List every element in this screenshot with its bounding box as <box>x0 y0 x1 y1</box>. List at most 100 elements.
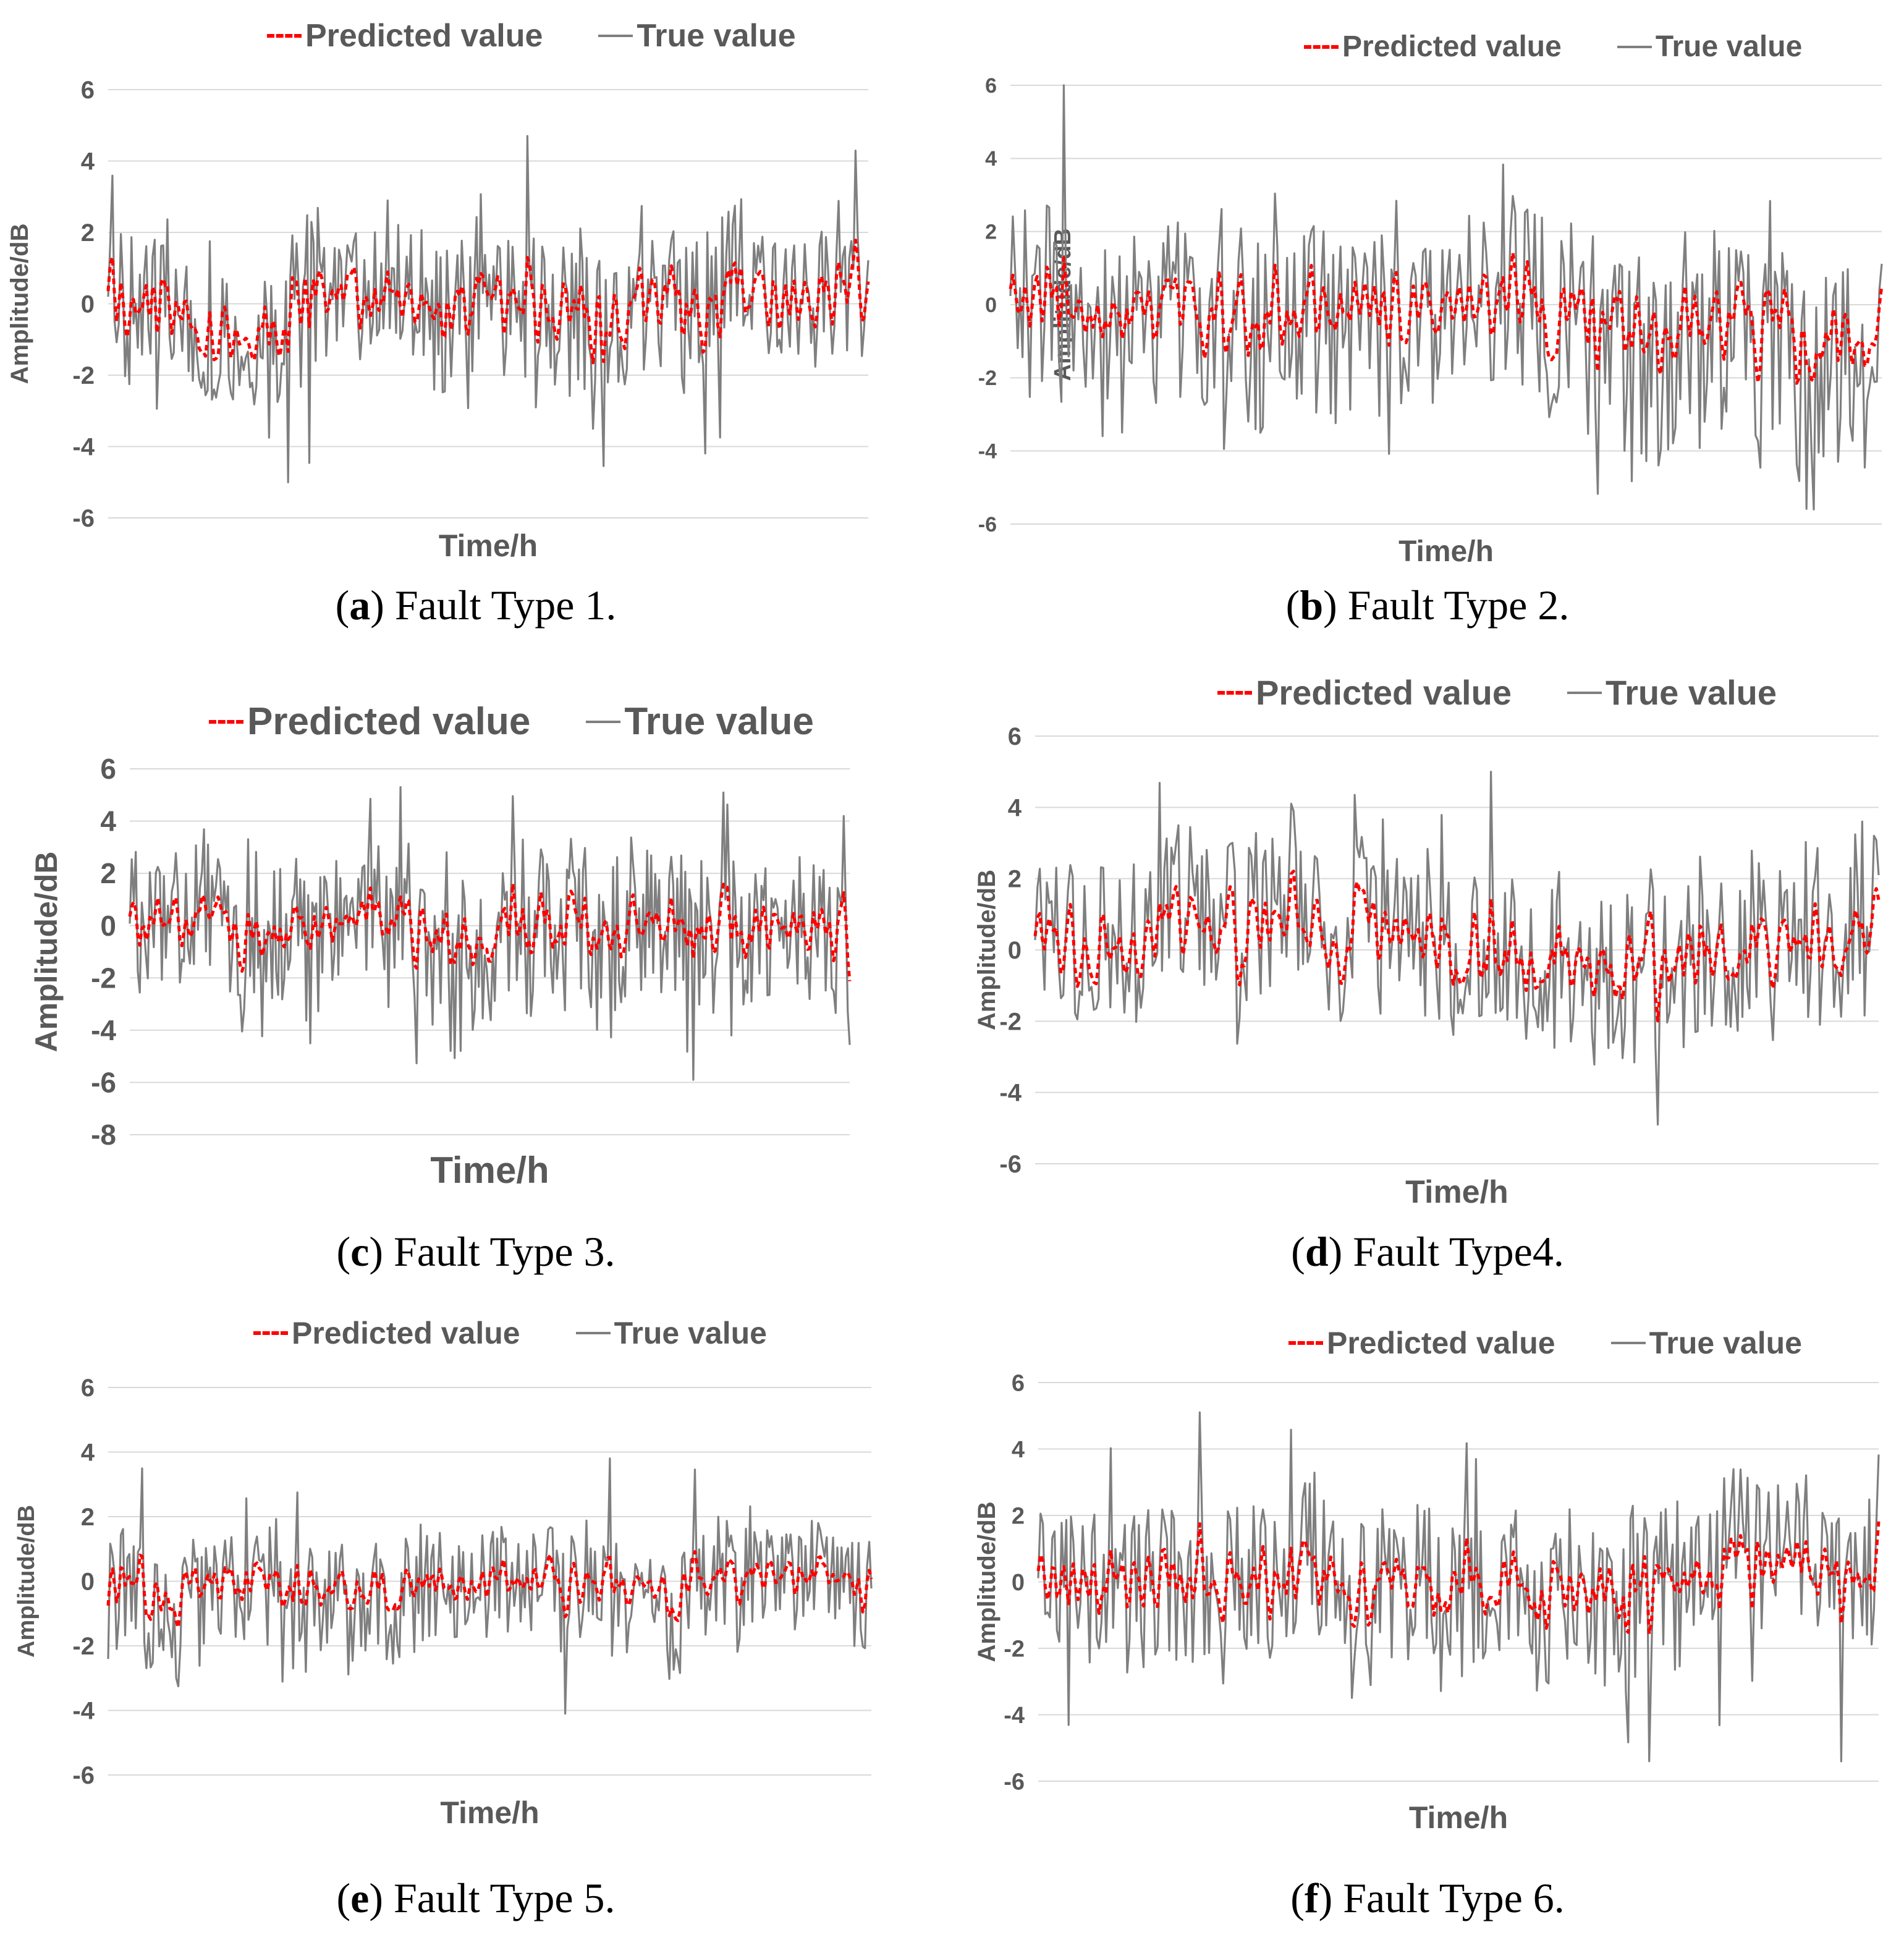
y-tick-label: 6 <box>81 1375 95 1402</box>
chart-e: 6 4 2 0 -2 -4 -6 Time/h Amplitude/dB <box>14 1375 873 1830</box>
x-axis-label: Time/h <box>439 528 538 563</box>
solid-line-icon <box>1617 45 1652 48</box>
y-tick-label: 6 <box>985 74 997 98</box>
series-predicted-value <box>128 882 852 981</box>
chart-panel-a: 6 4 2 0 -2 -4 -6 Time/h Amplitude/dB Predicted v… <box>0 0 952 646</box>
dashed-line-icon <box>1217 690 1252 695</box>
y-tick-label: 2 <box>100 857 116 889</box>
series-true-value <box>1034 771 1880 1126</box>
y-tick-label: -4 <box>999 1080 1022 1107</box>
y-tick-label: 6 <box>1008 723 1022 750</box>
y-tick-label: -6 <box>999 1151 1022 1178</box>
caption-text: Fault Type 1. <box>394 582 617 629</box>
chart-panel-e: 6 4 2 0 -2 -4 -6 Time/h Amplitude/dB Predicted v… <box>0 1293 952 1939</box>
solid-line-icon <box>575 1332 611 1334</box>
y-tick-label: -6 <box>978 513 997 536</box>
dashed-line-icon <box>1288 1341 1323 1345</box>
legend-item-predicted: Predicted value <box>1304 30 1562 64</box>
y-tick-label: -4 <box>91 1014 116 1046</box>
caption-f: (f) Fault Type 6. <box>1290 1874 1565 1921</box>
y-tick-label: -4 <box>72 434 95 461</box>
y-tick-label: -2 <box>91 962 116 994</box>
chart-c: 6 4 2 0 -2 -4 -6 -8 Time/h Amplitude/dB <box>29 753 852 1191</box>
chart-a: 6 4 2 0 -2 -4 -6 Time/h Amplitude/dB <box>6 77 870 563</box>
legend-item-predicted: Predicted value <box>209 700 530 743</box>
legend-item-predicted: Predicted value <box>1288 1325 1555 1361</box>
caption-b: (b) Fault Type 2. <box>1285 582 1570 629</box>
legend-f: Predicted value True value <box>1288 1325 1802 1361</box>
legend-item-true: True value <box>586 700 814 743</box>
legend-item-predicted: Predicted value <box>267 17 543 54</box>
caption-letter: e <box>350 1874 370 1921</box>
y-tick-label: 0 <box>100 910 116 942</box>
y-tick-label: -2 <box>72 362 95 389</box>
y-tick-label: -8 <box>91 1119 116 1151</box>
y-axis-label: Amplitude/dB <box>29 852 64 1053</box>
y-tick-label: 0 <box>1012 1570 1025 1596</box>
y-tick-label: -6 <box>1004 1769 1025 1795</box>
y-tick-label: -6 <box>72 1762 95 1789</box>
y-tick-label: 4 <box>1008 794 1022 821</box>
chart-panel-b: 6 4 2 0 -2 -4 -6 Time/h Amplitude/dB Predicted v… <box>952 0 1903 646</box>
y-tick-label: -6 <box>91 1067 116 1099</box>
dashed-line-icon <box>209 719 243 724</box>
y-tick-label: 2 <box>81 1504 95 1531</box>
dashed-line-icon <box>267 34 302 38</box>
series-true-value <box>1009 84 1883 510</box>
y-tick-label: -2 <box>978 366 997 390</box>
legend-item-true: True value <box>1567 672 1777 713</box>
caption-text: Fault Type 2. <box>1347 582 1570 629</box>
x-axis-label: Time/h <box>430 1150 549 1191</box>
y-tick-label: -4 <box>978 440 997 464</box>
x-axis-label: Time/h <box>1405 1174 1508 1210</box>
chart-f: 6 4 2 0 -2 -4 -6 Time/h Amplitude/dB <box>973 1370 1881 1835</box>
legend-d: Predicted value True value <box>1217 672 1777 713</box>
caption-letter: c <box>350 1228 370 1275</box>
caption-letter: a <box>349 582 371 629</box>
y-axis-label: Amplitude/dB <box>14 1505 40 1658</box>
chart-panel-c: 6 4 2 0 -2 -4 -6 -8 Time/h Amplitude/dB Predicted… <box>0 646 952 1293</box>
legend-a: Predicted value True value <box>267 17 796 54</box>
series-predicted-value <box>106 1550 873 1629</box>
y-tick-label: -4 <box>1004 1703 1025 1729</box>
y-tick-label: 4 <box>100 805 116 837</box>
legend-item-predicted: Predicted value <box>253 1315 520 1351</box>
solid-line-icon <box>586 720 621 723</box>
caption-text: Fault Type 6. <box>1343 1874 1565 1921</box>
dashed-line-icon <box>253 1331 288 1335</box>
caption-text: Fault Type4. <box>1353 1228 1564 1275</box>
x-axis-label: Time/h <box>1398 535 1494 568</box>
caption-letter: f <box>1304 1874 1319 1921</box>
y-tick-label: 4 <box>1012 1437 1025 1463</box>
series-true-value <box>129 786 851 1081</box>
y-tick-label: 2 <box>1012 1503 1025 1529</box>
y-tick-label: 6 <box>100 753 116 785</box>
caption-a: (a) Fault Type 1. <box>335 582 617 629</box>
legend-item-true: True value <box>1617 30 1802 64</box>
x-axis-label: Time/h <box>1409 1800 1508 1835</box>
legend-item-true: True value <box>575 1315 767 1351</box>
y-tick-label: 0 <box>81 291 95 318</box>
y-tick-label: -4 <box>72 1698 95 1725</box>
y-tick-label: 0 <box>81 1569 95 1596</box>
y-tick-label: 0 <box>1008 937 1022 964</box>
legend-c: Predicted value True value <box>209 700 814 743</box>
y-tick-label: 6 <box>81 77 95 104</box>
caption-e: (e) Fault Type 5. <box>336 1874 616 1921</box>
chart-panel-f: 6 4 2 0 -2 -4 -6 Time/h Amplitude/dB Predicted v… <box>952 1293 1903 1939</box>
y-axis-label: Amplitude/dB <box>973 870 1001 1030</box>
legend-e: Predicted value True value <box>253 1315 767 1351</box>
caption-c: (c) Fault Type 3. <box>336 1228 616 1275</box>
caption-text: Fault Type 3. <box>393 1228 616 1275</box>
y-tick-label: -2 <box>72 1633 95 1660</box>
caption-d: (d) Fault Type4. <box>1291 1228 1564 1275</box>
legend-item-predicted: Predicted value <box>1217 672 1512 713</box>
y-tick-label: -6 <box>72 505 95 532</box>
y-tick-label: 2 <box>81 219 95 247</box>
chart-d: 6 4 2 0 -2 -4 -6 Time/h Amplitude/dB <box>973 723 1881 1210</box>
caption-text: Fault Type 5. <box>393 1874 616 1921</box>
dashed-line-icon <box>1304 44 1339 49</box>
y-tick-label: 4 <box>81 1439 95 1467</box>
y-axis-label: Amplitude/dB <box>973 1502 1001 1663</box>
